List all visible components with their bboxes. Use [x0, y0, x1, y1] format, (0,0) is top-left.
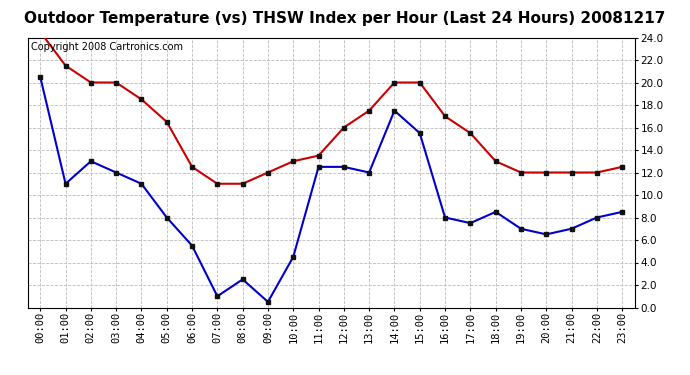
Text: Copyright 2008 Cartronics.com: Copyright 2008 Cartronics.com [30, 42, 183, 51]
Text: Outdoor Temperature (vs) THSW Index per Hour (Last 24 Hours) 20081217: Outdoor Temperature (vs) THSW Index per … [24, 11, 666, 26]
